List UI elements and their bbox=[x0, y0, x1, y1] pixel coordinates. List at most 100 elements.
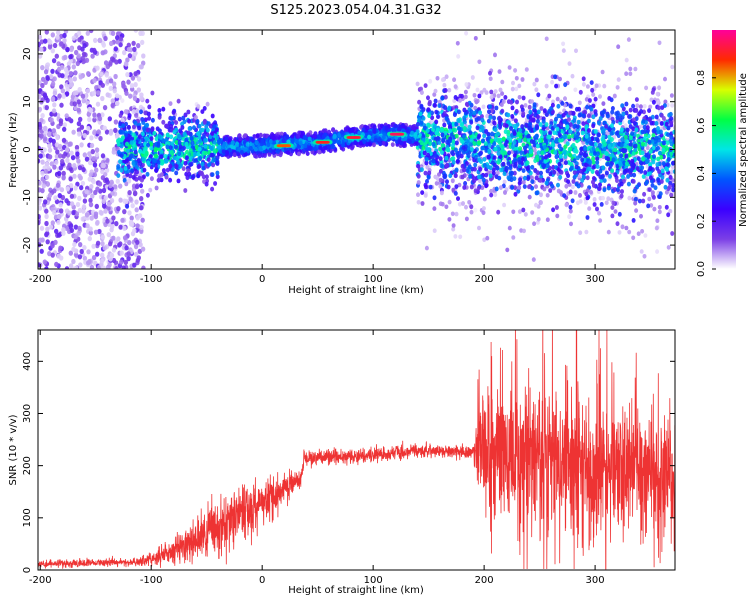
spectrogram-cell bbox=[544, 180, 549, 186]
spectrogram-cell bbox=[64, 113, 69, 119]
spectrogram-cell bbox=[87, 116, 92, 123]
spectrogram-cell bbox=[50, 252, 55, 258]
spectrogram-cell bbox=[118, 241, 123, 247]
spectrogram-cell bbox=[68, 176, 73, 182]
spectrogram-cell bbox=[638, 160, 643, 165]
spectrogram-cell bbox=[159, 172, 164, 178]
spectrogram-cell bbox=[321, 148, 326, 154]
spectrogram-cell bbox=[140, 217, 145, 223]
spectrogram-cell bbox=[564, 183, 569, 189]
spectrogram-cell bbox=[541, 119, 546, 124]
spectrogram-cell bbox=[569, 165, 574, 171]
spectrogram-cell bbox=[606, 196, 611, 202]
spectrogram-cell bbox=[473, 188, 478, 194]
spectrogram-cell bbox=[550, 183, 555, 189]
spectrogram-cell bbox=[669, 93, 674, 98]
spectrogram-cell bbox=[610, 106, 615, 111]
spectrogram-cell bbox=[513, 68, 518, 73]
spectrogram-cell bbox=[510, 86, 515, 92]
spectrogram-cell bbox=[92, 117, 97, 123]
spectrogram-cell bbox=[97, 181, 103, 187]
spectrogram-cell bbox=[45, 226, 50, 232]
spectrogram-cell bbox=[609, 131, 614, 136]
spectrogram-cell bbox=[419, 86, 423, 92]
spectrogram-cell bbox=[435, 176, 440, 181]
spectrogram-cell bbox=[601, 101, 606, 106]
spectrogram-cell bbox=[47, 251, 52, 257]
spectrogram-cell bbox=[199, 170, 204, 176]
spectrogram-cell bbox=[147, 116, 152, 121]
spectrogram-cell bbox=[71, 64, 77, 70]
spectrogram-cell bbox=[477, 174, 481, 180]
spectrogram-cell bbox=[556, 182, 560, 188]
spectrogram-cell bbox=[440, 143, 445, 148]
spectrogram-cell bbox=[75, 181, 80, 187]
spectrogram-cell bbox=[426, 122, 431, 128]
spectrogram-cell bbox=[563, 134, 567, 140]
spectrogram-cell bbox=[435, 127, 440, 133]
spectrogram-cell bbox=[587, 166, 592, 172]
spectrogram-cell bbox=[77, 195, 82, 201]
spectrogram-cell bbox=[574, 181, 579, 187]
spectrogram-cell bbox=[63, 66, 69, 73]
spectrogram-cell bbox=[523, 212, 528, 217]
spectrogram-cell bbox=[656, 156, 661, 162]
spectrogram-cell bbox=[279, 131, 284, 137]
spectrogram-cell bbox=[606, 139, 611, 145]
spectrogram-cell bbox=[49, 117, 54, 123]
spectrogram-cell bbox=[139, 64, 144, 70]
spectrogram-cell bbox=[38, 237, 43, 243]
spectrogram-cell bbox=[50, 96, 56, 102]
spectrogram-cell bbox=[424, 184, 428, 190]
spectrogram-cell bbox=[125, 72, 130, 78]
spectrogram-cell bbox=[43, 69, 49, 75]
spectrogram-cell bbox=[136, 43, 141, 49]
spectrogram-cell bbox=[140, 246, 146, 252]
spectrogram-cell bbox=[51, 108, 57, 114]
spectrogram-cell bbox=[428, 78, 433, 84]
spectrogram-cell bbox=[76, 30, 82, 36]
spectrogram-cell bbox=[113, 119, 119, 125]
spectrogram-cell bbox=[671, 183, 675, 188]
spectrogram-cell bbox=[624, 110, 629, 116]
spectrogram-cell bbox=[598, 94, 602, 99]
spectrogram-cell bbox=[530, 185, 535, 191]
spectrogram-cell bbox=[210, 113, 215, 119]
spectrogram-cell bbox=[85, 100, 90, 106]
spectrogram-cell bbox=[47, 147, 53, 153]
spectrogram-cell bbox=[594, 83, 599, 88]
spectrogram-cell bbox=[75, 60, 81, 67]
spectrogram-cell bbox=[88, 160, 93, 166]
spectrogram-cell bbox=[481, 206, 486, 211]
spectrogram-cell bbox=[77, 165, 83, 171]
spectrogram-cell bbox=[419, 167, 424, 173]
spectrogram-cell bbox=[490, 131, 495, 137]
spectrogram-cell bbox=[130, 168, 135, 174]
spectrogram-cell bbox=[472, 93, 477, 98]
spectrogram-cell bbox=[210, 186, 215, 192]
spectrogram-cell bbox=[477, 93, 482, 99]
spectrogram-cell bbox=[493, 192, 498, 198]
spectrogram-cell bbox=[127, 210, 132, 216]
spectrogram-cell bbox=[44, 30, 49, 35]
spectrogram-cell bbox=[470, 75, 475, 80]
spectrogram-cell bbox=[602, 146, 607, 152]
spectrogram-cell bbox=[55, 149, 60, 155]
spectrogram-cell bbox=[540, 150, 545, 156]
spectrogram-cell bbox=[515, 99, 519, 105]
spectrogram-cell bbox=[517, 180, 522, 186]
spectrogram-cell bbox=[482, 237, 487, 243]
spectrogram-cell bbox=[176, 98, 181, 104]
spectrogram-cell bbox=[593, 142, 598, 147]
spectrogram-cell bbox=[71, 210, 76, 216]
spectrogram-cell bbox=[657, 85, 662, 91]
spectrogram-cell bbox=[644, 85, 649, 91]
spectrogram-cell bbox=[80, 180, 86, 186]
spectrogram-cell bbox=[631, 151, 636, 156]
spectrogram-cells bbox=[38, 30, 675, 269]
spectrogram-cell bbox=[76, 107, 81, 113]
spectrogram-cell bbox=[121, 265, 126, 269]
spectrogram-cell bbox=[633, 196, 638, 202]
spectrogram-cell bbox=[93, 37, 98, 44]
spectrogram-cell bbox=[196, 104, 201, 109]
